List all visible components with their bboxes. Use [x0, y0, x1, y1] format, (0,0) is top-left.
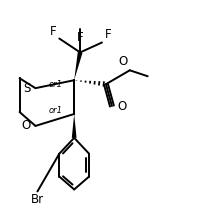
Text: F: F — [105, 28, 112, 41]
Text: F: F — [77, 30, 83, 44]
Text: or1: or1 — [48, 106, 62, 114]
Text: S: S — [23, 82, 30, 95]
Text: or1: or1 — [48, 80, 62, 89]
Polygon shape — [74, 52, 82, 80]
Text: O: O — [119, 55, 128, 68]
Polygon shape — [72, 114, 77, 138]
Text: F: F — [50, 24, 56, 38]
Text: O: O — [21, 119, 30, 132]
Text: O: O — [117, 99, 126, 112]
Text: Br: Br — [31, 194, 44, 207]
